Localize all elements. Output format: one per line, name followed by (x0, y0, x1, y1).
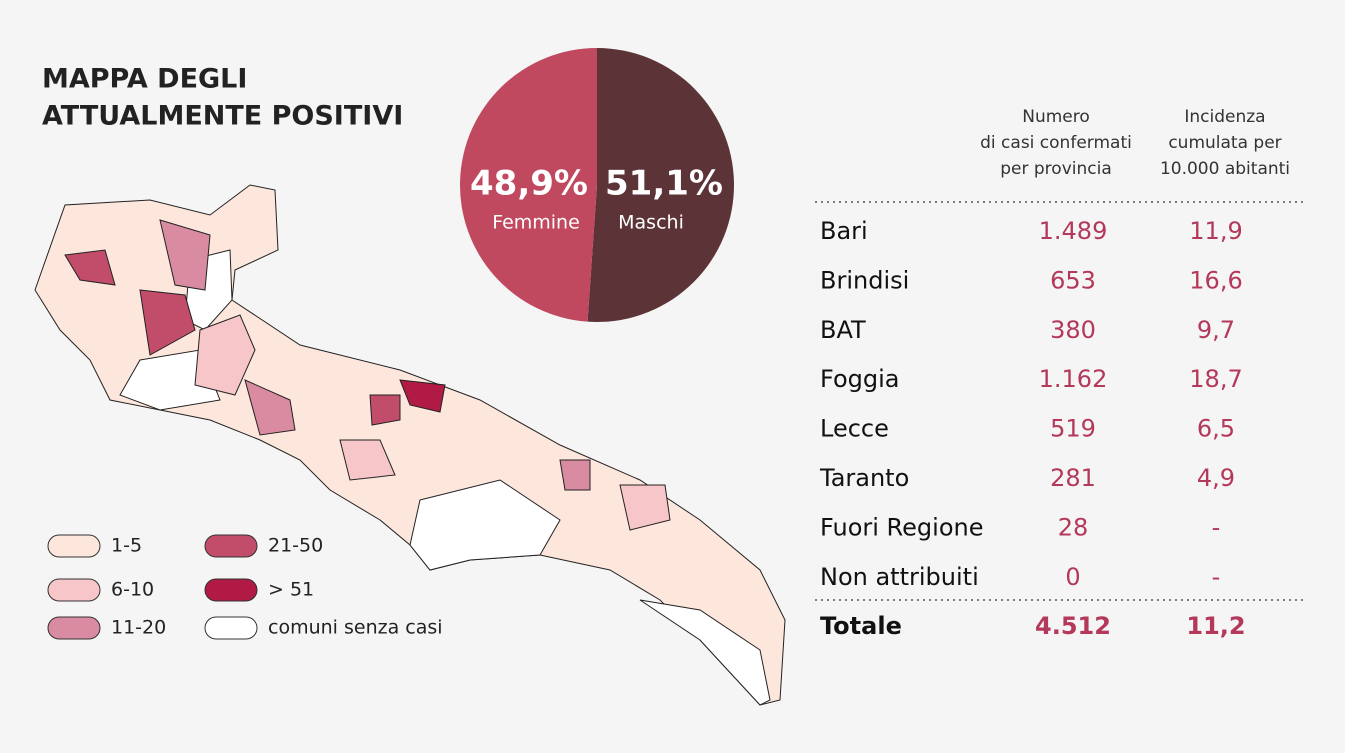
cell-value: 1.489 (1039, 217, 1108, 245)
cell-value: 653 (1050, 266, 1096, 294)
area-no-cases (119, 349, 221, 411)
title-line: ATTUALMENTE POSITIVI (42, 101, 403, 132)
area-6-10 (619, 484, 671, 531)
area-11-20 (159, 219, 211, 291)
area-no-cases (409, 479, 561, 571)
puglia-map (34, 184, 786, 706)
cell-value: 18,7 (1189, 365, 1242, 393)
pie-slice (460, 48, 597, 322)
area-no-cases (639, 599, 771, 706)
legend-swatch (47, 578, 101, 602)
pie-slice (587, 48, 735, 322)
row-label: Non attribuiti (820, 563, 979, 591)
area-21-50 (64, 249, 116, 286)
cell-value: 4,9 (1197, 464, 1235, 492)
area-over-51 (399, 379, 446, 413)
area-6-10 (339, 439, 396, 481)
legend-label: comuni senza casi (268, 617, 443, 639)
area-11-20 (559, 459, 591, 491)
legend-label: 6-10 (111, 579, 154, 601)
cell-value: 380 (1050, 316, 1096, 344)
total-label: Totale (820, 612, 902, 640)
row-label: Bari (820, 217, 868, 245)
cell-value: 6,5 (1197, 415, 1235, 443)
column-header: cumulata per (1168, 133, 1281, 153)
pie-value-label: 48,9% (470, 164, 588, 204)
area-11-20 (244, 379, 296, 436)
legend-label: 21-50 (268, 535, 323, 557)
cell-value: 281 (1050, 464, 1096, 492)
legend-swatch (204, 534, 258, 558)
legend-label: 1-5 (111, 535, 142, 557)
column-header: di casi confermati (980, 133, 1132, 153)
column-header: Incidenza (1184, 107, 1265, 127)
legend-label: > 51 (268, 579, 314, 601)
row-label: Fuori Regione (820, 513, 983, 541)
column-header: 10.000 abitanti (1160, 159, 1290, 179)
cell-value: 28 (1058, 513, 1089, 541)
cell-value: 9,7 (1197, 316, 1235, 344)
area-21-50 (139, 289, 196, 356)
column-header: Numero (1022, 107, 1090, 127)
cell-value: - (1212, 513, 1221, 541)
pie-category-label: Maschi (618, 212, 684, 234)
cell-value: 11,9 (1189, 217, 1242, 245)
region-shape (34, 184, 786, 706)
row-label: Brindisi (820, 266, 909, 294)
row-label: BAT (820, 316, 866, 344)
legend-swatch (47, 616, 101, 640)
total-value: 11,2 (1186, 612, 1245, 640)
pie-value-label: 51,1% (605, 164, 723, 204)
area-21-50 (369, 394, 401, 426)
total-value: 4.512 (1035, 612, 1111, 640)
legend-swatch (47, 534, 101, 558)
row-label: Lecce (820, 415, 889, 443)
cell-value: 16,6 (1189, 266, 1242, 294)
cell-value: 519 (1050, 415, 1096, 443)
area-6-10 (194, 314, 256, 396)
cell-value: 1.162 (1039, 365, 1108, 393)
title-line: MAPPA DEGLI (42, 64, 247, 95)
cell-value: - (1212, 563, 1221, 591)
row-label: Foggia (820, 365, 899, 393)
legend-swatch (204, 616, 258, 640)
pie-category-label: Femmine (492, 212, 580, 234)
cell-value: 0 (1065, 563, 1080, 591)
column-header: per provincia (1000, 159, 1112, 179)
legend-swatch (204, 578, 258, 602)
row-label: Taranto (819, 464, 909, 492)
legend-label: 11-20 (111, 617, 166, 639)
